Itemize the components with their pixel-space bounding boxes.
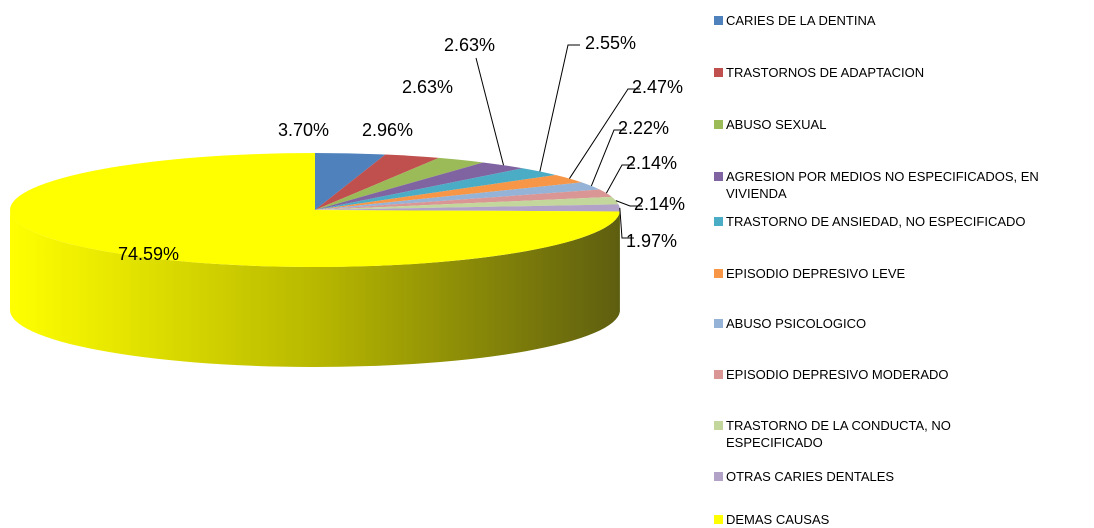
legend-item: EPISODIO DEPRESIVO MODERADO [714, 366, 1084, 383]
legend-label: ABUSO PSICOLOGICO [726, 316, 867, 331]
data-label: 2.14% [626, 153, 677, 173]
leader-line [569, 88, 640, 179]
legend-label: CARIES DE LA DENTINA [726, 13, 876, 28]
data-label: 2.55% [585, 33, 636, 53]
slice [315, 153, 386, 210]
legend-label: DEMAS CAUSAS [726, 512, 830, 527]
legend-item: TRASTORNO DE ANSIEDAD, NO ESPECIFICADO [714, 213, 1084, 230]
data-label: 3.70% [278, 120, 329, 140]
legend-swatch [714, 68, 723, 77]
leader-line [619, 207, 634, 239]
legend-item: ABUSO PSICOLOGICO [714, 315, 1084, 332]
legend-label: OTRAS CARIES DENTALES [726, 469, 895, 484]
legend-label: TRASTORNO DE ANSIEDAD, NO ESPECIFICADO [726, 214, 1026, 229]
legend-item: CARIES DE LA DENTINA [714, 12, 1084, 29]
slice [315, 168, 556, 210]
slice [315, 182, 600, 210]
data-label: 2.63% [402, 77, 453, 97]
legend-swatch [714, 172, 723, 181]
data-label: 2.22% [618, 118, 669, 138]
legend-label: EPISODIO DEPRESIVO LEVE [726, 266, 906, 281]
legend-swatch [714, 217, 723, 226]
legend-item: AGRESION POR MEDIOS NO ESPECIFICADOS, EN… [714, 168, 1084, 202]
slice [315, 204, 620, 212]
legend-label: TRASTORNO DE LA CONDUCTA, NO ESPECIFICAD… [726, 418, 951, 450]
leader-line [615, 200, 642, 207]
slice [315, 189, 612, 210]
data-label: 2.96% [362, 120, 413, 140]
legend-swatch [714, 421, 723, 430]
leader-line [475, 57, 505, 166]
leader-line [590, 129, 626, 187]
legend-label: EPISODIO DEPRESIVO MODERADO [726, 367, 949, 382]
legend-item: ABUSO SEXUAL [714, 116, 1084, 133]
leader-line [539, 44, 580, 172]
legend-item: DEMAS CAUSAS [714, 511, 1084, 528]
slice [315, 154, 439, 210]
data-label: 2.14% [634, 194, 685, 214]
legend-swatch [714, 319, 723, 328]
slice-side [10, 210, 620, 368]
legend-swatch [714, 370, 723, 379]
legend-swatch [714, 515, 723, 524]
data-label: 2.47% [632, 77, 683, 97]
legend-swatch [714, 16, 723, 25]
legend-swatch [714, 120, 723, 129]
slice [10, 153, 620, 267]
slice [315, 162, 523, 210]
leader-line [605, 164, 634, 194]
legend-label: AGRESION POR MEDIOS NO ESPECIFICADOS, EN… [726, 169, 1039, 201]
legend-swatch [714, 269, 723, 278]
slice [315, 174, 582, 210]
legend-item: TRASTORNOS DE ADAPTACION [714, 64, 1084, 81]
legend-swatch [714, 472, 723, 481]
legend-item: EPISODIO DEPRESIVO LEVE [714, 265, 1084, 282]
slice [315, 196, 619, 210]
legend-label: ABUSO SEXUAL [726, 117, 827, 132]
legend-item: OTRAS CARIES DENTALES [714, 468, 1084, 485]
data-label: 1.97% [626, 231, 677, 251]
legend-item: TRASTORNO DE LA CONDUCTA, NO ESPECIFICAD… [714, 417, 1014, 451]
data-label: 2.63% [444, 35, 495, 55]
data-label: 74.59% [118, 244, 179, 264]
legend-label: TRASTORNOS DE ADAPTACION [726, 65, 925, 80]
slice [315, 157, 484, 210]
